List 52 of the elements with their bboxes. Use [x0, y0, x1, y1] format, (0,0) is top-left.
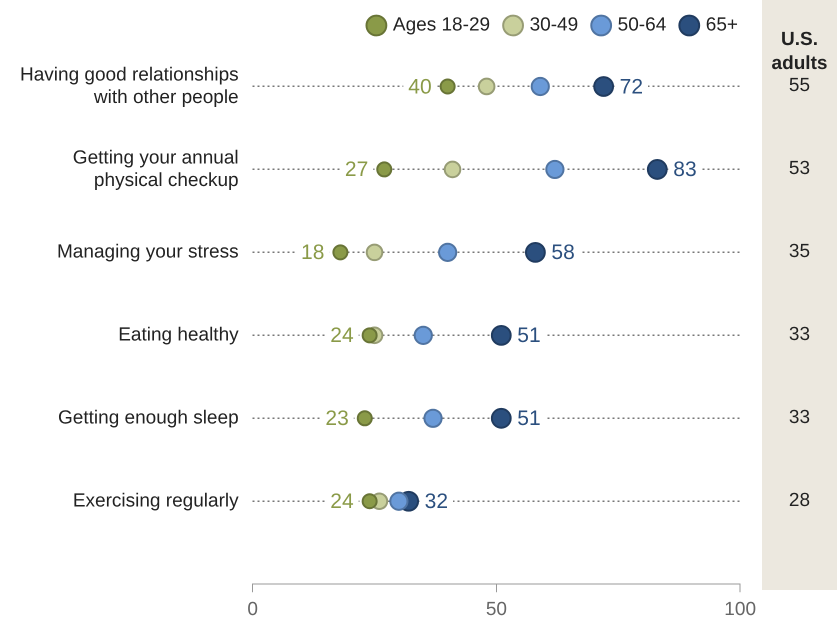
- point: [444, 160, 462, 178]
- data-label: 33: [788, 324, 812, 346]
- point: [389, 492, 408, 511]
- legend-label: 65+: [706, 14, 738, 36]
- data-label: 28: [788, 490, 812, 512]
- data-label: 72: [620, 75, 644, 98]
- y-tick-label: Exercising regularly: [72, 490, 240, 512]
- point: [362, 493, 378, 510]
- point: [356, 410, 373, 426]
- data-label: 40: [408, 75, 432, 98]
- point: [646, 159, 668, 180]
- point: [490, 324, 512, 346]
- point: [366, 244, 384, 262]
- point: [545, 160, 564, 180]
- point: [524, 242, 546, 263]
- data-label: 51: [517, 407, 541, 430]
- data-label: 33: [788, 407, 812, 430]
- point: [440, 78, 456, 94]
- data-label: 51: [517, 324, 541, 348]
- data-label: 58: [551, 241, 575, 264]
- data-label: 23: [325, 407, 349, 430]
- legend-label: 30-49: [530, 14, 578, 36]
- data-label: 35: [788, 241, 812, 264]
- point: [376, 161, 392, 178]
- data-label: 18: [301, 241, 324, 264]
- legend-label: Ages 18-29: [392, 14, 490, 36]
- data-label: 24: [330, 490, 354, 514]
- data-label: 27: [344, 158, 368, 182]
- data-label: 53: [788, 158, 812, 180]
- point: [593, 76, 614, 97]
- y-tick-label: Having good relationships with other people: [20, 64, 239, 108]
- point: [423, 408, 443, 428]
- point: [332, 244, 348, 260]
- point: [438, 242, 458, 262]
- y-tick-label: Eating healthy: [118, 324, 240, 346]
- point: [478, 78, 496, 96]
- data-label: 55: [788, 75, 812, 98]
- y-tick-label: Getting your annual physical checkup: [72, 147, 239, 192]
- point: [414, 326, 433, 345]
- y-tick-label: Managing your stress: [56, 242, 239, 263]
- data-label: 24: [330, 324, 354, 348]
- x-tick-label: 0: [247, 598, 258, 620]
- data-label: 83: [673, 158, 697, 182]
- point: [362, 327, 378, 344]
- data-label: 32: [424, 490, 448, 514]
- legend-label: 50-64: [618, 14, 667, 36]
- point: [490, 408, 512, 429]
- y-tick-label: Getting enough sleep: [58, 408, 239, 429]
- x-tick-label: 100: [724, 598, 756, 620]
- point: [530, 76, 550, 96]
- x-tick-label: 50: [486, 598, 507, 620]
- text: U.S. adults: [770, 28, 828, 76]
